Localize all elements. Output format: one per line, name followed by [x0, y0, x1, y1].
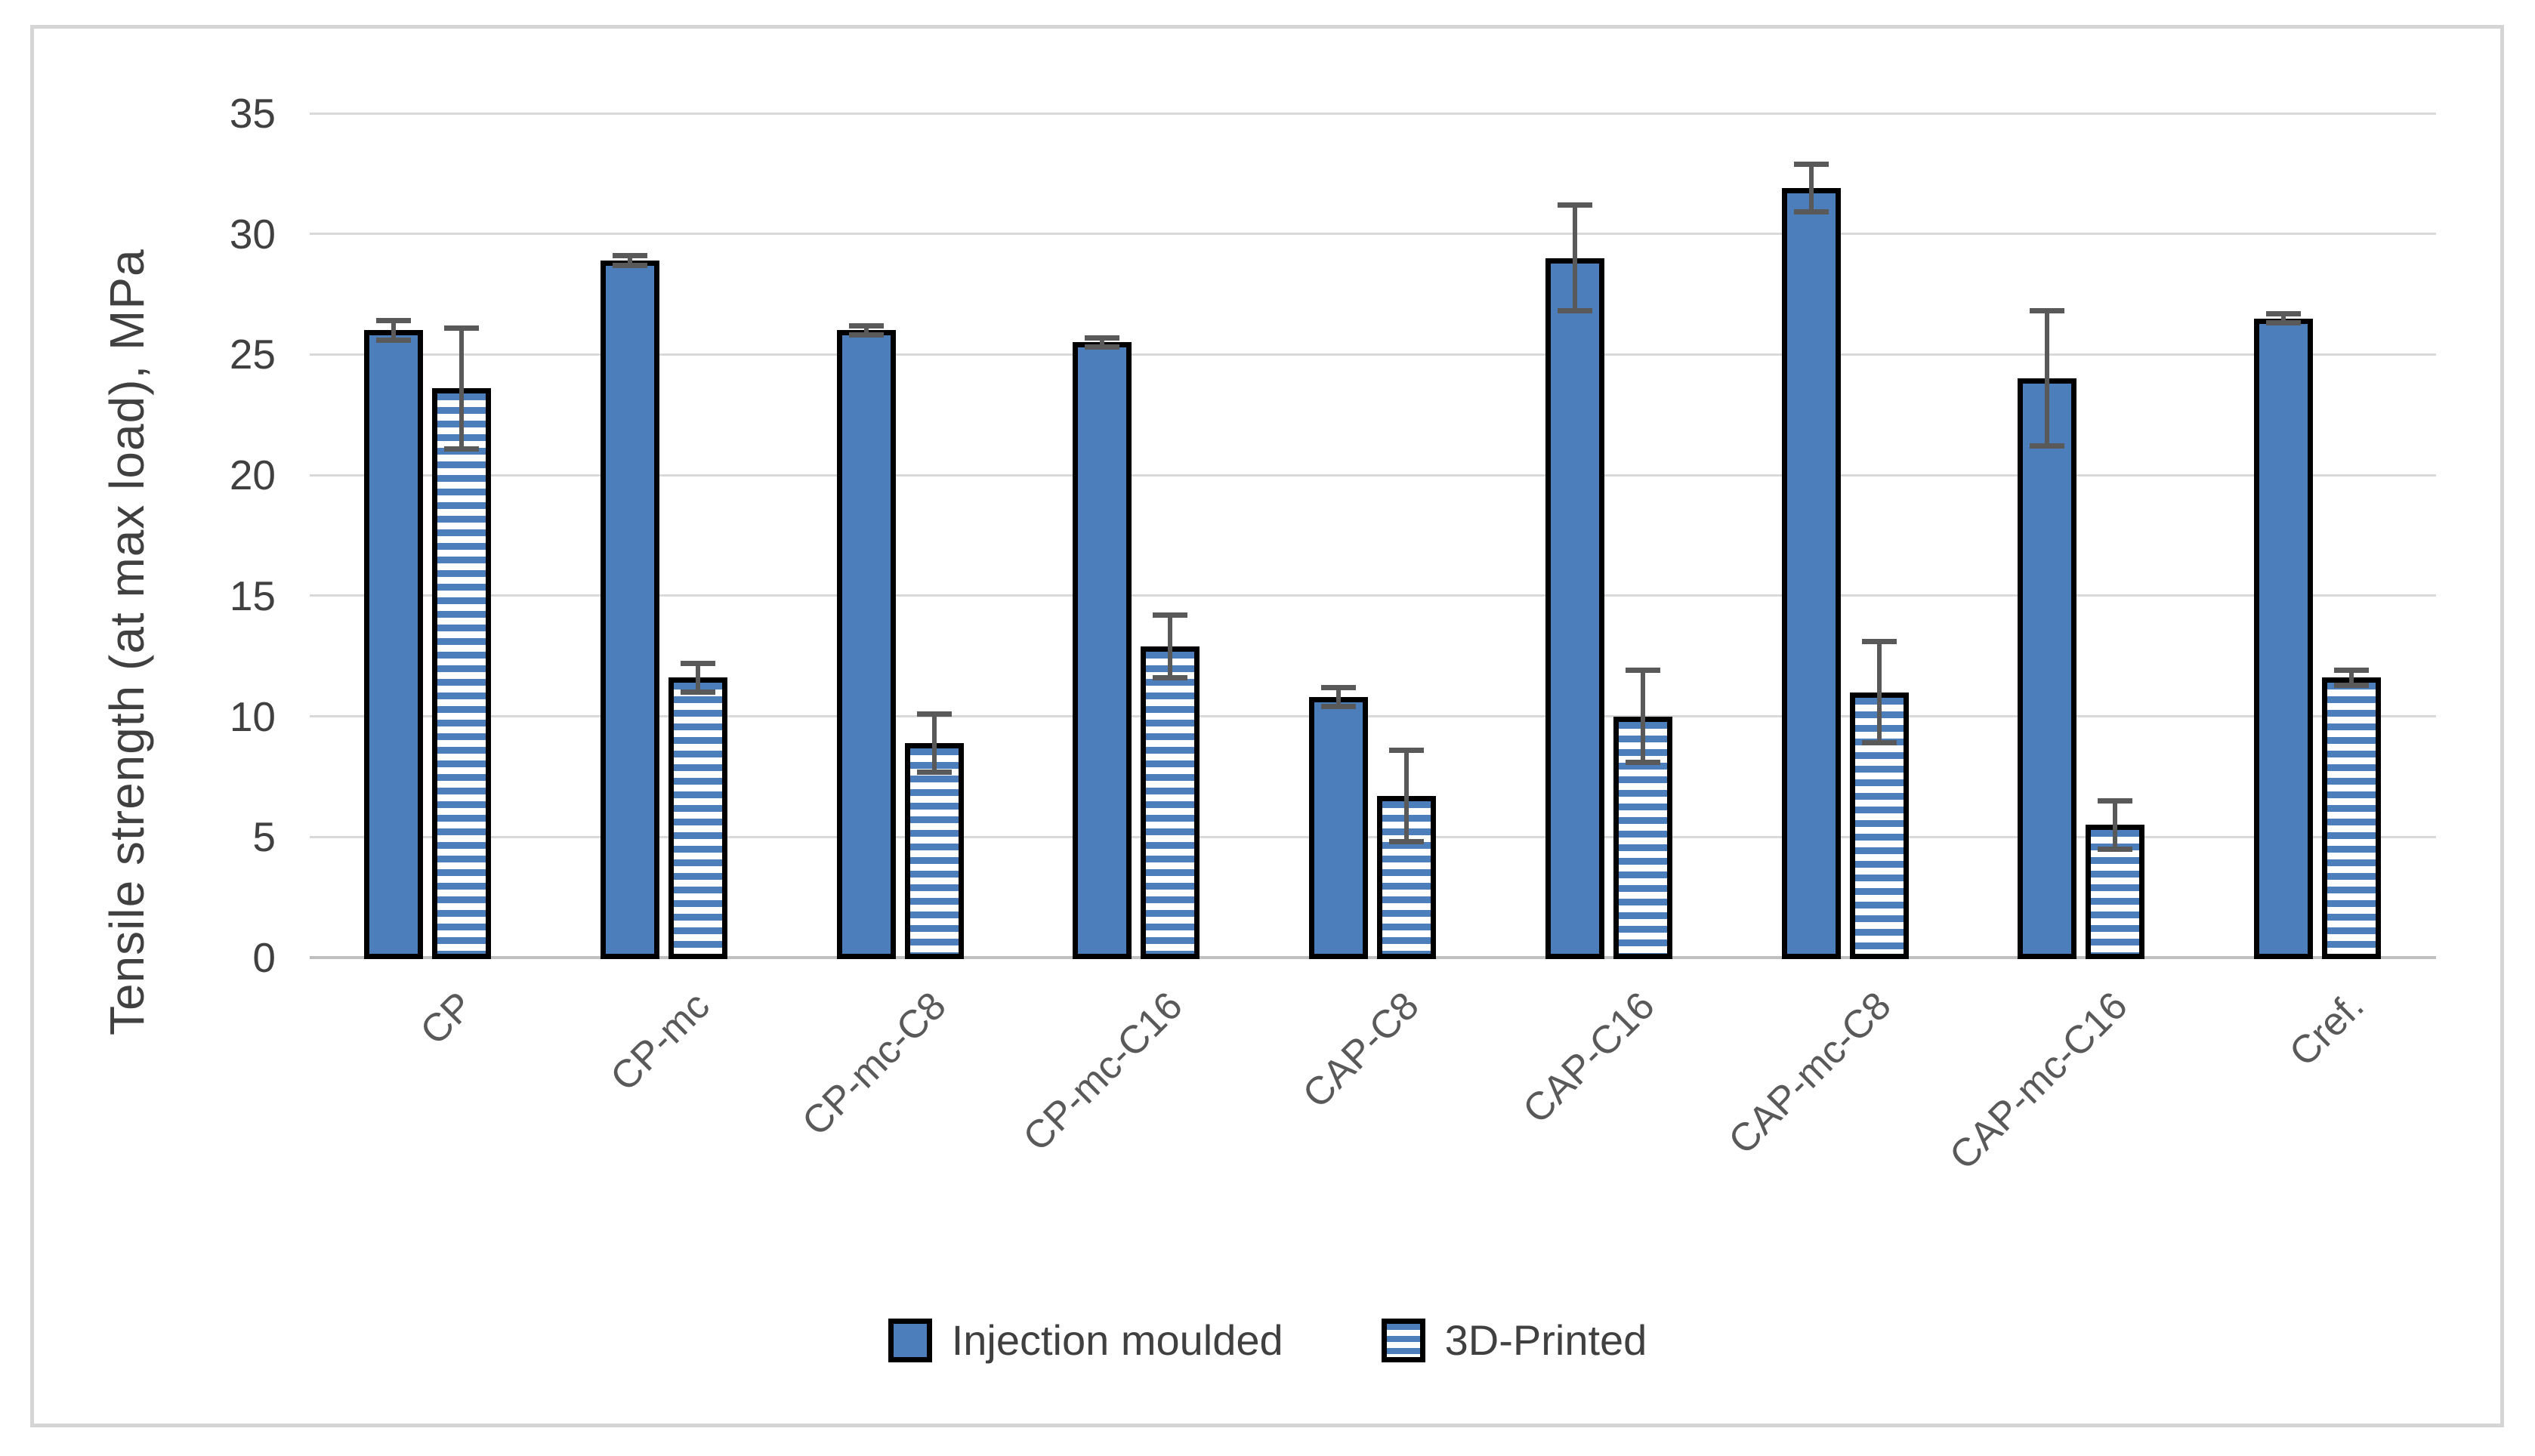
error-bar-cap-top-striped-Cref. — [2334, 668, 2370, 674]
error-bar-line-solid-CAP-C8 — [1336, 687, 1342, 707]
bar-3d-printed-CAP-mc-C8 — [1849, 692, 1909, 959]
bar-injection-moulded-CP-mc-C16 — [1073, 342, 1132, 959]
error-bar-line-striped-CAP-mc-C16 — [2113, 800, 2118, 850]
error-bar-cap-bottom-solid-CAP-C16 — [1557, 308, 1592, 314]
bar-3d-printed-CP — [432, 388, 491, 959]
legend-marker-striped-icon — [1381, 1319, 1425, 1362]
error-bar-cap-top-solid-CAP-mc-C8 — [1793, 161, 1829, 167]
bar-injection-moulded-CAP-mc-C8 — [1781, 188, 1841, 959]
error-bar-cap-top-striped-CAP-C8 — [1389, 747, 1425, 753]
bar-3d-printed-CP-mc — [668, 677, 727, 959]
error-bar-line-striped-CAP-C8 — [1404, 750, 1410, 842]
error-bar-cap-top-solid-CAP-mc-C16 — [2030, 308, 2065, 314]
error-bar-cap-bottom-striped-CP-mc-C8 — [916, 769, 952, 775]
legend-label: 3D-Printed — [1444, 1316, 1647, 1364]
error-bar-cap-top-striped-CAP-mc-C8 — [1861, 639, 1897, 645]
error-bar-line-solid-CAP-C16 — [1572, 205, 1577, 311]
error-bar-cap-top-striped-CP-mc-C8 — [916, 711, 952, 717]
error-bar-cap-top-solid-CAP-C8 — [1321, 684, 1357, 690]
error-bar-cap-bottom-solid-CP-mc — [612, 262, 647, 268]
bar-3d-printed-CP-mc-C16 — [1141, 646, 1200, 959]
gridline-30 — [310, 233, 2436, 236]
error-bar-cap-top-solid-CP — [376, 318, 411, 324]
error-bar-line-solid-CP-mc-C8 — [863, 325, 869, 335]
error-bar-line-striped-CAP-mc-C8 — [1876, 641, 1882, 743]
error-bar-line-striped-CP — [459, 328, 464, 449]
error-bar-cap-bottom-striped-CAP-mc-C16 — [2098, 846, 2133, 852]
error-bar-cap-bottom-striped-CP — [444, 446, 479, 452]
gridline-10 — [310, 715, 2436, 718]
x-axis-line — [310, 956, 2436, 959]
error-bar-cap-bottom-solid-CAP-C8 — [1321, 704, 1357, 710]
error-bar-line-solid-CAP-mc-C16 — [2045, 310, 2050, 446]
error-bar-cap-bottom-striped-CAP-C8 — [1389, 839, 1425, 845]
error-bar-line-solid-CAP-mc-C8 — [1808, 164, 1814, 212]
error-bar-cap-top-striped-CP-mc-C16 — [1153, 612, 1188, 618]
error-bar-cap-top-striped-CP — [444, 325, 479, 331]
error-bar-cap-bottom-striped-Cref. — [2334, 682, 2370, 688]
error-bar-line-striped-CP-mc — [695, 663, 700, 693]
error-bar-line-striped-CP-mc-C16 — [1168, 615, 1173, 678]
error-bar-cap-bottom-solid-Cref. — [2266, 320, 2302, 326]
error-bar-line-striped-CAP-C16 — [1640, 670, 1645, 763]
error-bar-cap-bottom-solid-CP-mc-C16 — [1085, 344, 1120, 350]
gridline-25 — [310, 353, 2436, 356]
y-tick-label-15: 15 — [229, 572, 276, 619]
error-bar-cap-top-striped-CP-mc — [680, 660, 715, 666]
error-bar-line-solid-CP-mc-C16 — [1100, 338, 1105, 347]
error-bar-line-solid-CP-mc — [627, 255, 632, 266]
error-bar-cap-top-solid-CP-mc — [612, 252, 647, 258]
bar-injection-moulded-CP — [364, 330, 423, 959]
error-bar-cap-bottom-striped-CP-mc-C16 — [1153, 674, 1188, 680]
y-axis-title: Tensile strength (at max load), MPa — [100, 248, 154, 1035]
y-tick-label-5: 5 — [252, 813, 276, 861]
error-bar-line-striped-Cref. — [2349, 670, 2354, 686]
error-bar-cap-bottom-striped-CAP-C16 — [1625, 759, 1660, 765]
error-bar-cap-bottom-solid-CP — [376, 337, 411, 343]
y-tick-label-0: 0 — [252, 934, 276, 981]
error-bar-cap-bottom-solid-CAP-mc-C8 — [1793, 209, 1829, 215]
error-bar-cap-bottom-solid-CP-mc-C8 — [848, 332, 884, 338]
error-bar-cap-bottom-striped-CP-mc — [680, 689, 715, 696]
error-bar-cap-top-striped-CAP-C16 — [1625, 668, 1660, 674]
gridline-35 — [310, 112, 2436, 115]
y-tick-label-30: 30 — [229, 210, 276, 258]
bar-injection-moulded-CP-mc-C8 — [836, 330, 896, 959]
legend-item-injection-moulded: Injection moulded — [888, 1318, 1283, 1363]
error-bar-cap-top-solid-CAP-C16 — [1557, 202, 1592, 208]
gridline-15 — [310, 594, 2436, 597]
bar-3d-printed-CP-mc-C8 — [904, 742, 964, 959]
bar-injection-moulded-CP-mc — [600, 260, 659, 959]
error-bar-cap-top-solid-CP-mc-C8 — [848, 322, 884, 329]
gridline-5 — [310, 835, 2436, 838]
bar-injection-moulded-CAP-mc-C16 — [2018, 378, 2077, 959]
legend-item-3d-printed: 3D-Printed — [1381, 1316, 1647, 1364]
y-tick-label-25: 25 — [229, 331, 276, 378]
y-tick-label-20: 20 — [229, 452, 276, 499]
error-bar-line-solid-CP — [391, 320, 396, 341]
gridline-20 — [310, 474, 2436, 477]
error-bar-cap-bottom-solid-CAP-mc-C16 — [2030, 443, 2065, 449]
error-bar-cap-top-solid-CP-mc-C16 — [1085, 335, 1120, 341]
error-bar-cap-bottom-striped-CAP-mc-C8 — [1861, 740, 1897, 746]
bar-injection-moulded-CAP-C16 — [1545, 258, 1604, 959]
y-tick-label-35: 35 — [229, 90, 276, 137]
error-bar-line-striped-CP-mc-C8 — [931, 714, 937, 773]
y-tick-label-10: 10 — [229, 693, 276, 740]
error-bar-line-solid-Cref. — [2281, 313, 2286, 323]
error-bar-cap-top-solid-Cref. — [2266, 310, 2302, 316]
legend: Injection moulded 3D-Printed — [0, 1303, 2535, 1378]
bar-3d-printed-Cref. — [2322, 677, 2382, 959]
error-bar-cap-top-striped-CAP-mc-C16 — [2098, 797, 2133, 804]
legend-marker-solid-icon — [888, 1319, 932, 1362]
legend-label: Injection moulded — [951, 1316, 1283, 1364]
bar-injection-moulded-CAP-C8 — [1309, 697, 1369, 959]
bar-injection-moulded-Cref. — [2254, 318, 2314, 959]
